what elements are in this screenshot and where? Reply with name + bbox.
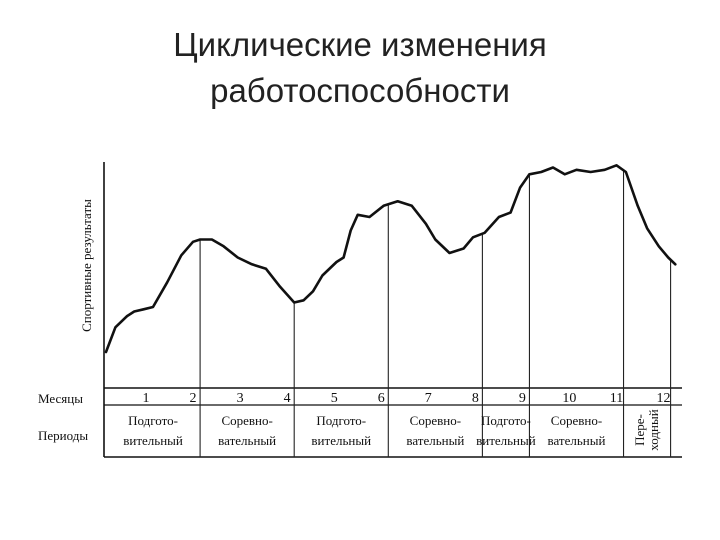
chart-series — [104, 164, 677, 354]
month-label-5: 5 — [331, 391, 338, 406]
month-label-3: 3 — [237, 391, 244, 406]
period-label-7-line-1: Пере- — [632, 414, 647, 446]
period-label-2-line-2: вательный — [218, 433, 276, 448]
month-label-8: 8 — [472, 391, 479, 406]
periods-row-label: Периоды — [38, 428, 88, 443]
month-label-6: 6 — [378, 391, 385, 406]
slide-title: Циклические изменения работоспособности — [0, 22, 720, 114]
month-label-11: 11 — [610, 391, 623, 406]
slide-title-line-2: работоспособности — [210, 72, 510, 109]
period-label-1-line-1: Подгото- — [128, 413, 178, 428]
period-label-5-line-1: Подгото- — [481, 413, 531, 428]
performance-curve — [104, 164, 677, 354]
month-label-7: 7 — [425, 391, 432, 406]
period-label-2-line-1: Соревно- — [221, 413, 272, 428]
period-label-6-line-2: вательный — [548, 433, 606, 448]
month-label-10: 10 — [562, 391, 576, 406]
month-label-1: 1 — [142, 391, 149, 406]
months-row-label: Месяцы — [38, 391, 83, 406]
month-label-12: 12 — [657, 391, 671, 406]
period-label-3-line-2: вительный — [311, 433, 371, 448]
period-label-4-line-1: Соревно- — [410, 413, 461, 428]
period-label-5-line-2: вительный — [476, 433, 536, 448]
period-label-7-line-2: ходный — [646, 409, 661, 450]
period-label-4-line-2: вательный — [406, 433, 464, 448]
slide-title-line-1: Циклические изменения — [173, 26, 547, 63]
month-label-9: 9 — [519, 391, 526, 406]
period-label-1-line-2: вительный — [123, 433, 183, 448]
period-label-3-line-1: Подгото- — [316, 413, 366, 428]
period-label-6-line-1: Соревно- — [551, 413, 602, 428]
month-label-2: 2 — [190, 391, 197, 406]
period-dividers — [199, 170, 672, 457]
y-axis-label: Спортивные результаты — [79, 199, 94, 332]
month-label-4: 4 — [284, 391, 291, 406]
